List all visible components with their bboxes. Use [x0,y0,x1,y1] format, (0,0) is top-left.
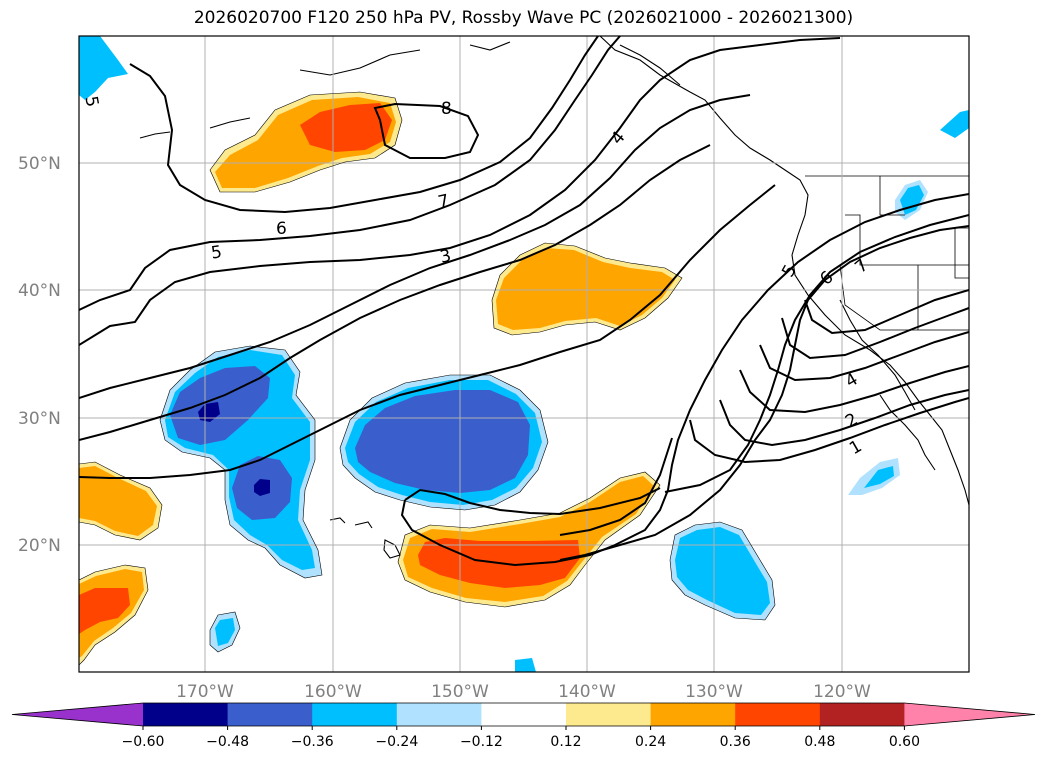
map-plot-area: 5 8 4 7 6 5 3 5 6 7 4 2 1 [79,36,969,672]
contour-label: 5 [210,242,224,263]
lon-label-170w: 170°W [176,682,234,702]
colorbar-tick-label: 0.48 [804,734,835,750]
colorbar-tick-label: 0.12 [550,734,581,750]
contour-label: 6 [276,219,287,239]
pv-anomaly-negative [864,466,894,488]
pv-anomaly-positive [496,248,675,330]
colorbar: −0.60 −0.48 −0.36 −0.24 −0.12 0.12 0.24 0.36 0.4… [11,702,1036,750]
lon-label-120w: 120°W [813,682,871,702]
political-borders [805,175,969,331]
pv-anomaly-negative [515,658,536,672]
plot-title: 2026020700 F120 250 hPa PV, Rossby Wave … [193,8,854,28]
pv-contours [79,36,969,567]
pv-anomaly-negative [215,618,235,646]
pv-anomaly-positive [79,588,130,634]
lon-label-130w: 130°W [685,682,743,702]
pv-anomaly-negative [79,36,128,100]
plot-frame [78,35,970,673]
colorbar-extend-max [904,703,1035,726]
pv-anomaly-negative [198,402,220,422]
pv-anomaly-negative [355,390,530,493]
contour-label: 7 [436,191,451,213]
pv-anomaly-positive [79,466,157,536]
lat-label-20n: 20°N [18,536,61,556]
contour-label: 8 [441,99,452,119]
longitude-labels: 170°W 160°W 150°W 140°W 130°W 120°W [176,682,871,702]
colorbar-tick-label: 0.24 [635,734,666,750]
colorbar-bin [312,703,398,726]
contour-label: 7 [851,255,872,277]
contour-label: 5 [80,94,102,108]
colorbar-bin [566,703,652,726]
pv-anomaly-positive [300,103,392,152]
colorbar-bin [143,703,229,726]
lon-label-150w: 150°W [431,682,489,702]
colorbar-tick-label: −0.60 [122,734,165,750]
colorbar-bin [227,703,313,726]
lon-label-160w: 160°W [304,682,362,702]
shading-outlines [79,91,776,666]
lat-label-40n: 40°N [18,281,61,301]
colorbar-tick-label: 0.60 [889,734,920,750]
colorbar-bin [396,703,482,726]
pv-anomaly-negative [254,479,270,496]
colorbar-tick-label: −0.36 [291,734,334,750]
colorbar-bin [650,703,736,726]
contour-label: 4 [842,369,861,392]
colorbar-bin [735,703,821,726]
colorbar-bin [819,703,905,726]
colorbar-tick-label: 0.36 [720,734,751,750]
graticule [79,36,969,672]
lon-label-140w: 140°W [558,682,616,702]
colorbar-tick-label: −0.48 [206,734,249,750]
colorbar-bin [481,703,567,726]
contour-label: 1 [846,436,865,459]
colorbar-tick-label: −0.12 [460,734,503,750]
latitude-labels: 50°N 40°N 30°N 20°N [18,154,61,556]
lat-label-30n: 30°N [18,409,61,429]
pv-anomaly-negative [940,110,969,138]
colorbar-extend-min [12,703,143,726]
contour-label: 3 [438,246,453,268]
colorbar-tick-label: −0.24 [375,734,418,750]
pv-anomaly-negative [675,527,770,615]
lat-label-50n: 50°N [18,154,61,174]
